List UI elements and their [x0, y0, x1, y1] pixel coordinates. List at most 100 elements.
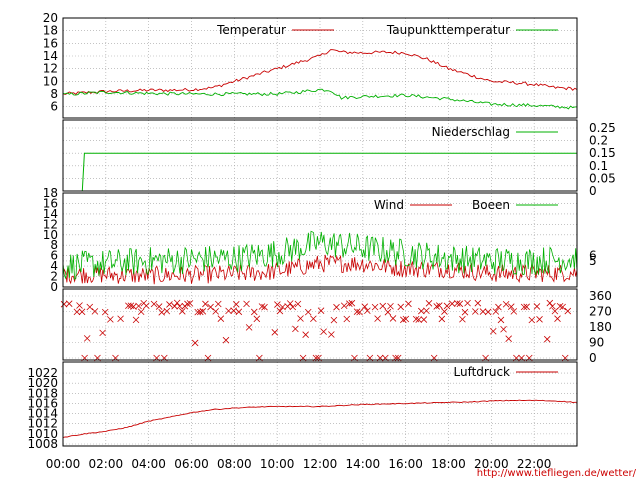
direction-point — [286, 300, 294, 307]
direction-point — [214, 300, 222, 308]
direction-point-stroke — [258, 303, 266, 310]
direction-point-stroke — [415, 316, 423, 323]
direction-point — [425, 300, 433, 307]
direction-point — [436, 302, 443, 309]
panel-frames — [62, 17, 578, 447]
direction-point — [484, 308, 492, 316]
direction-point-stroke — [374, 315, 381, 322]
direction-point-stroke — [348, 299, 356, 307]
direction-point-stroke — [101, 308, 109, 316]
direction-point — [60, 300, 68, 308]
direction-point-stroke — [443, 302, 451, 310]
direction-point-stroke — [294, 300, 302, 308]
direction-point — [533, 303, 541, 310]
direction-point — [225, 307, 232, 315]
direction-point-stroke — [420, 316, 428, 323]
boeen-legend-label: Boeen — [472, 198, 510, 212]
direction-point-stroke — [448, 300, 456, 307]
direction-point-stroke — [423, 307, 430, 315]
wind-y-tick-label: 18 — [43, 186, 58, 200]
direction-point-stroke — [130, 303, 137, 310]
direction-point-stroke — [433, 303, 441, 310]
pressure-y-tick-label: 1016 — [27, 396, 58, 410]
direction-point — [101, 308, 109, 316]
direction-point — [456, 300, 464, 308]
x-tick-label: 16:00 — [388, 457, 423, 471]
direction-point — [374, 315, 381, 322]
direction-point — [320, 328, 327, 335]
direction-point-stroke — [166, 301, 173, 308]
direction-point-stroke — [549, 302, 556, 310]
direction-point — [500, 325, 507, 333]
direction-point — [453, 300, 461, 307]
wind-y-tick-label: 10 — [43, 228, 58, 242]
direction-point — [364, 307, 371, 315]
precipitation-y-tick-label: 0.25 — [589, 121, 616, 135]
direction-point-stroke — [356, 308, 363, 316]
direction-point — [276, 307, 284, 315]
direction-point-stroke — [194, 308, 201, 316]
direction-point — [405, 300, 412, 308]
direction-point — [271, 329, 279, 336]
direction-point-stroke — [343, 315, 351, 323]
direction-point — [384, 308, 392, 316]
direction-point-stroke — [500, 325, 507, 333]
direction-point-stroke — [289, 303, 297, 311]
direction-point-stroke — [389, 315, 397, 322]
direction-point — [91, 308, 99, 315]
direction-point-stroke — [202, 300, 209, 308]
precipitation-y-tick-label: 0.05 — [589, 171, 616, 185]
direction-point-stroke — [371, 303, 379, 311]
direction-point-stroke — [554, 315, 561, 322]
x-tick-label: 14:00 — [346, 457, 381, 471]
direction-point-stroke — [523, 303, 530, 311]
direction-point — [230, 307, 237, 314]
direction-point-stroke — [117, 315, 124, 323]
direction-point — [143, 302, 150, 310]
direction-point — [438, 315, 446, 323]
direction-point-stroke — [173, 299, 181, 307]
wind-y-tick-label: 6 — [50, 249, 58, 263]
direction-point — [173, 299, 181, 307]
direction-point-stroke — [99, 329, 106, 337]
direction-point — [348, 299, 356, 307]
direction-point-stroke — [302, 331, 309, 338]
direction-point — [166, 301, 173, 308]
direction-y-tick-label: 0 — [589, 351, 597, 365]
direction-point-stroke — [353, 308, 361, 315]
precipitation-y-tick-label: 0.2 — [589, 134, 608, 148]
direction-point-stroke — [261, 303, 268, 311]
direction-point — [495, 303, 502, 311]
direction-point-stroke — [163, 307, 171, 315]
direction-point-stroke — [65, 300, 73, 307]
direction-point — [235, 308, 243, 316]
direction-point-stroke — [412, 315, 420, 323]
temperature-y-tick-label: 16 — [43, 36, 58, 50]
direction-point — [317, 307, 325, 314]
direction-point — [423, 307, 430, 315]
direction-point-stroke — [364, 307, 371, 315]
wind-y-tick-label: 16 — [43, 196, 58, 210]
wind-panel-frame — [62, 192, 578, 288]
direction-point-stroke — [379, 302, 387, 310]
direction-point — [387, 302, 394, 310]
direction-point-stroke — [137, 308, 145, 316]
direction-point-stroke — [418, 307, 425, 315]
direction-point-stroke — [471, 308, 479, 315]
direction-point — [196, 308, 204, 316]
direction-point-stroke — [402, 315, 410, 323]
direction-point-stroke — [520, 303, 528, 311]
direction-point-stroke — [492, 308, 500, 315]
credit-url[interactable]: http://www.tiefliegen.de/wetter/ — [477, 468, 637, 479]
direction-point-stroke — [76, 302, 83, 309]
direction-point-stroke — [232, 301, 240, 308]
direction-point-stroke — [274, 301, 281, 308]
direction-point — [433, 303, 441, 310]
direction-point — [459, 315, 466, 323]
direction-point-stroke — [176, 302, 184, 310]
pressure-y-tick-label: 1008 — [27, 437, 58, 451]
direction-point — [253, 315, 261, 323]
direction-point-stroke — [489, 327, 497, 335]
